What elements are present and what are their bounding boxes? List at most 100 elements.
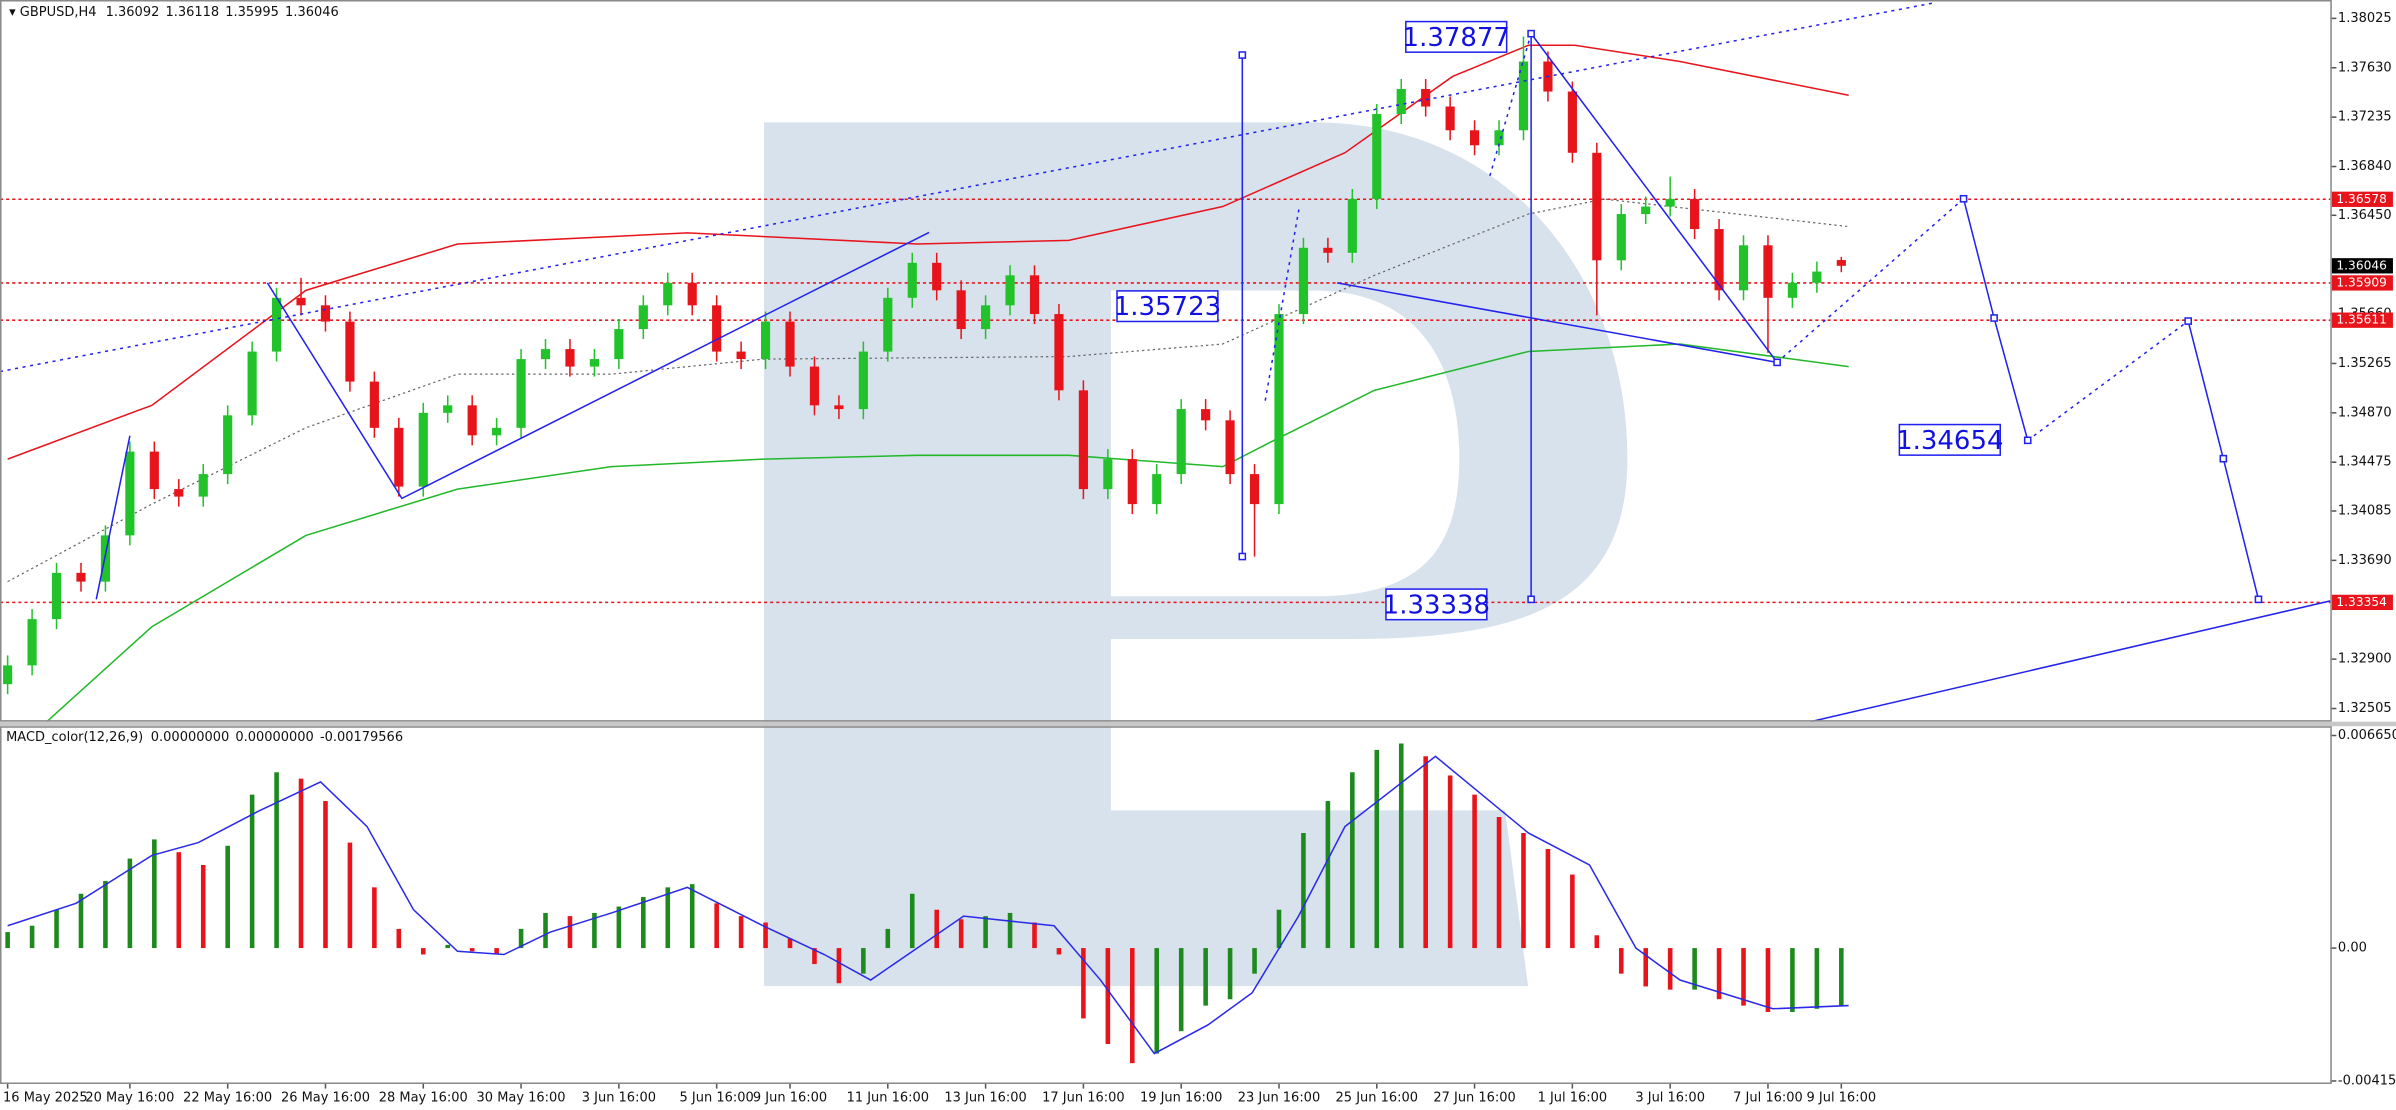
candle-body [516,359,526,428]
macd-header-value: -0.00179566 [320,729,403,744]
price-label: 1.36578 [2336,192,2387,206]
candle-body [540,349,551,360]
candle-body [320,305,331,322]
anchor-point [2254,595,2263,604]
candle-body [369,381,379,428]
macd-bar [200,864,206,949]
x-tick-label: 27 Jun 16:00 [1433,1090,1515,1105]
macd-y-tick-label: -0.0041577 [2338,1073,2396,1088]
annotation-label: 1.35723 [1114,292,1221,322]
x-tick-label: 9 Jul 16:00 [1807,1090,1877,1105]
macd-bar [787,938,793,949]
candle-body [663,282,673,306]
macd-header-value: 0.00000000 [151,729,229,744]
macd-bar [983,916,988,949]
macd-bar [518,928,524,949]
candle-body [565,349,575,367]
macd-bar [1814,948,1820,1009]
macd-bar [616,906,622,949]
macd-bar [714,903,719,949]
y-tick-label: 1.32900 [2338,652,2392,667]
x-tick-label: 22 May 16:00 [183,1090,272,1105]
y-tick-label: 1.34870 [2338,405,2392,420]
candle-body [1469,130,1480,146]
macd-bar [958,919,964,949]
candle-body [1592,152,1602,261]
price-label-box [2331,191,2393,207]
macd-bar [127,858,133,949]
macd-y-tick-label: 0.00 [2338,941,2367,956]
price-label-box [2331,275,2393,291]
macd-bar [1643,948,1649,987]
macd-panel [5,743,1849,1064]
candle-body [3,665,13,685]
macd-bar [372,887,377,949]
x-tick-label: 26 May 16:00 [281,1090,370,1105]
moving-average [7,44,1849,460]
candle-body [687,282,697,306]
macd-bar [1130,948,1135,1064]
price-label: 1.35909 [2336,275,2387,289]
watermark-shape [1110,810,1529,987]
candle-body [1249,474,1260,505]
y-tick-label: 1.36450 [2338,208,2392,223]
y-tick-label: 1.38025 [2338,11,2392,26]
candle-body [51,572,62,620]
macd-header-value: 0.00000000 [235,729,313,744]
moving-average [46,343,1849,723]
annotation-box [1116,290,1219,323]
x-tick-label: 9 Jun 16:00 [753,1090,827,1105]
macd-bar [1276,909,1282,949]
candle-body [1054,314,1064,391]
candle-body [198,474,208,497]
macd-bar [1545,848,1551,949]
price-label-box [2331,258,2393,274]
candle-body [589,359,599,367]
candle-body [1005,275,1015,306]
macd-bar [152,839,157,949]
candle-body [1690,199,1700,230]
candle-body [785,321,795,367]
anchor-point [2023,436,2032,445]
candle-body [1763,245,1773,298]
macd-bar [1227,948,1233,1000]
candle-body [1787,282,1797,298]
candle-body [1665,199,1675,207]
macd-bar [29,925,35,949]
macd-bar [1570,874,1575,949]
annotation-box [1405,20,1508,53]
candle-body [736,351,746,360]
macd-bar [543,912,548,949]
x-tick-label: 3 Jun 16:00 [582,1090,656,1105]
annotation-label: 1.37877 [1403,23,1510,53]
candle-body [174,489,184,497]
candle-body [247,351,257,416]
macd-bar [396,928,402,949]
macd-y-tick-label: 0.0066501 [2338,728,2396,743]
x-tick-label: 20 May 16:00 [85,1090,174,1105]
overlay: 1.38025 1.37630 1.37235 1.36840 1.36450 1.356… [3,11,2396,1105]
x-tick-label: 3 Jul 16:00 [1635,1090,1705,1105]
candle-body [125,451,135,536]
annotation-box [1898,423,2001,456]
x-tick-label: 19 Jun 16:00 [1140,1090,1222,1105]
y-tick-label: 1.34475 [2338,455,2392,470]
candle-body [1176,409,1186,475]
candle-body [1347,199,1357,253]
candle-body [1298,247,1309,315]
macd-bar [1716,948,1722,1000]
candle-body [1518,61,1529,131]
macd-bar [1350,772,1355,949]
wave-line [1264,209,1300,401]
y-tick-label: 1.37630 [2338,60,2392,75]
anchor-point [1527,29,1535,38]
x-tick-label: 13 Jun 16:00 [944,1090,1026,1105]
macd-bar [494,948,499,955]
macd-bar [445,944,451,949]
macd-bar [641,896,646,949]
macd-frame [0,726,2332,1085]
x-tick-label: 1 Jul 16:00 [1538,1090,1608,1105]
candle-body [809,366,820,406]
macd-bar [861,948,866,974]
candle-body [1078,390,1088,490]
